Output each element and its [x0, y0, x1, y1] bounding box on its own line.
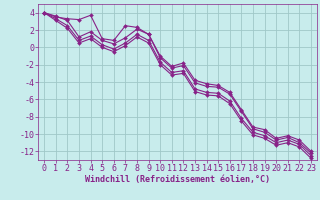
X-axis label: Windchill (Refroidissement éolien,°C): Windchill (Refroidissement éolien,°C): [85, 175, 270, 184]
